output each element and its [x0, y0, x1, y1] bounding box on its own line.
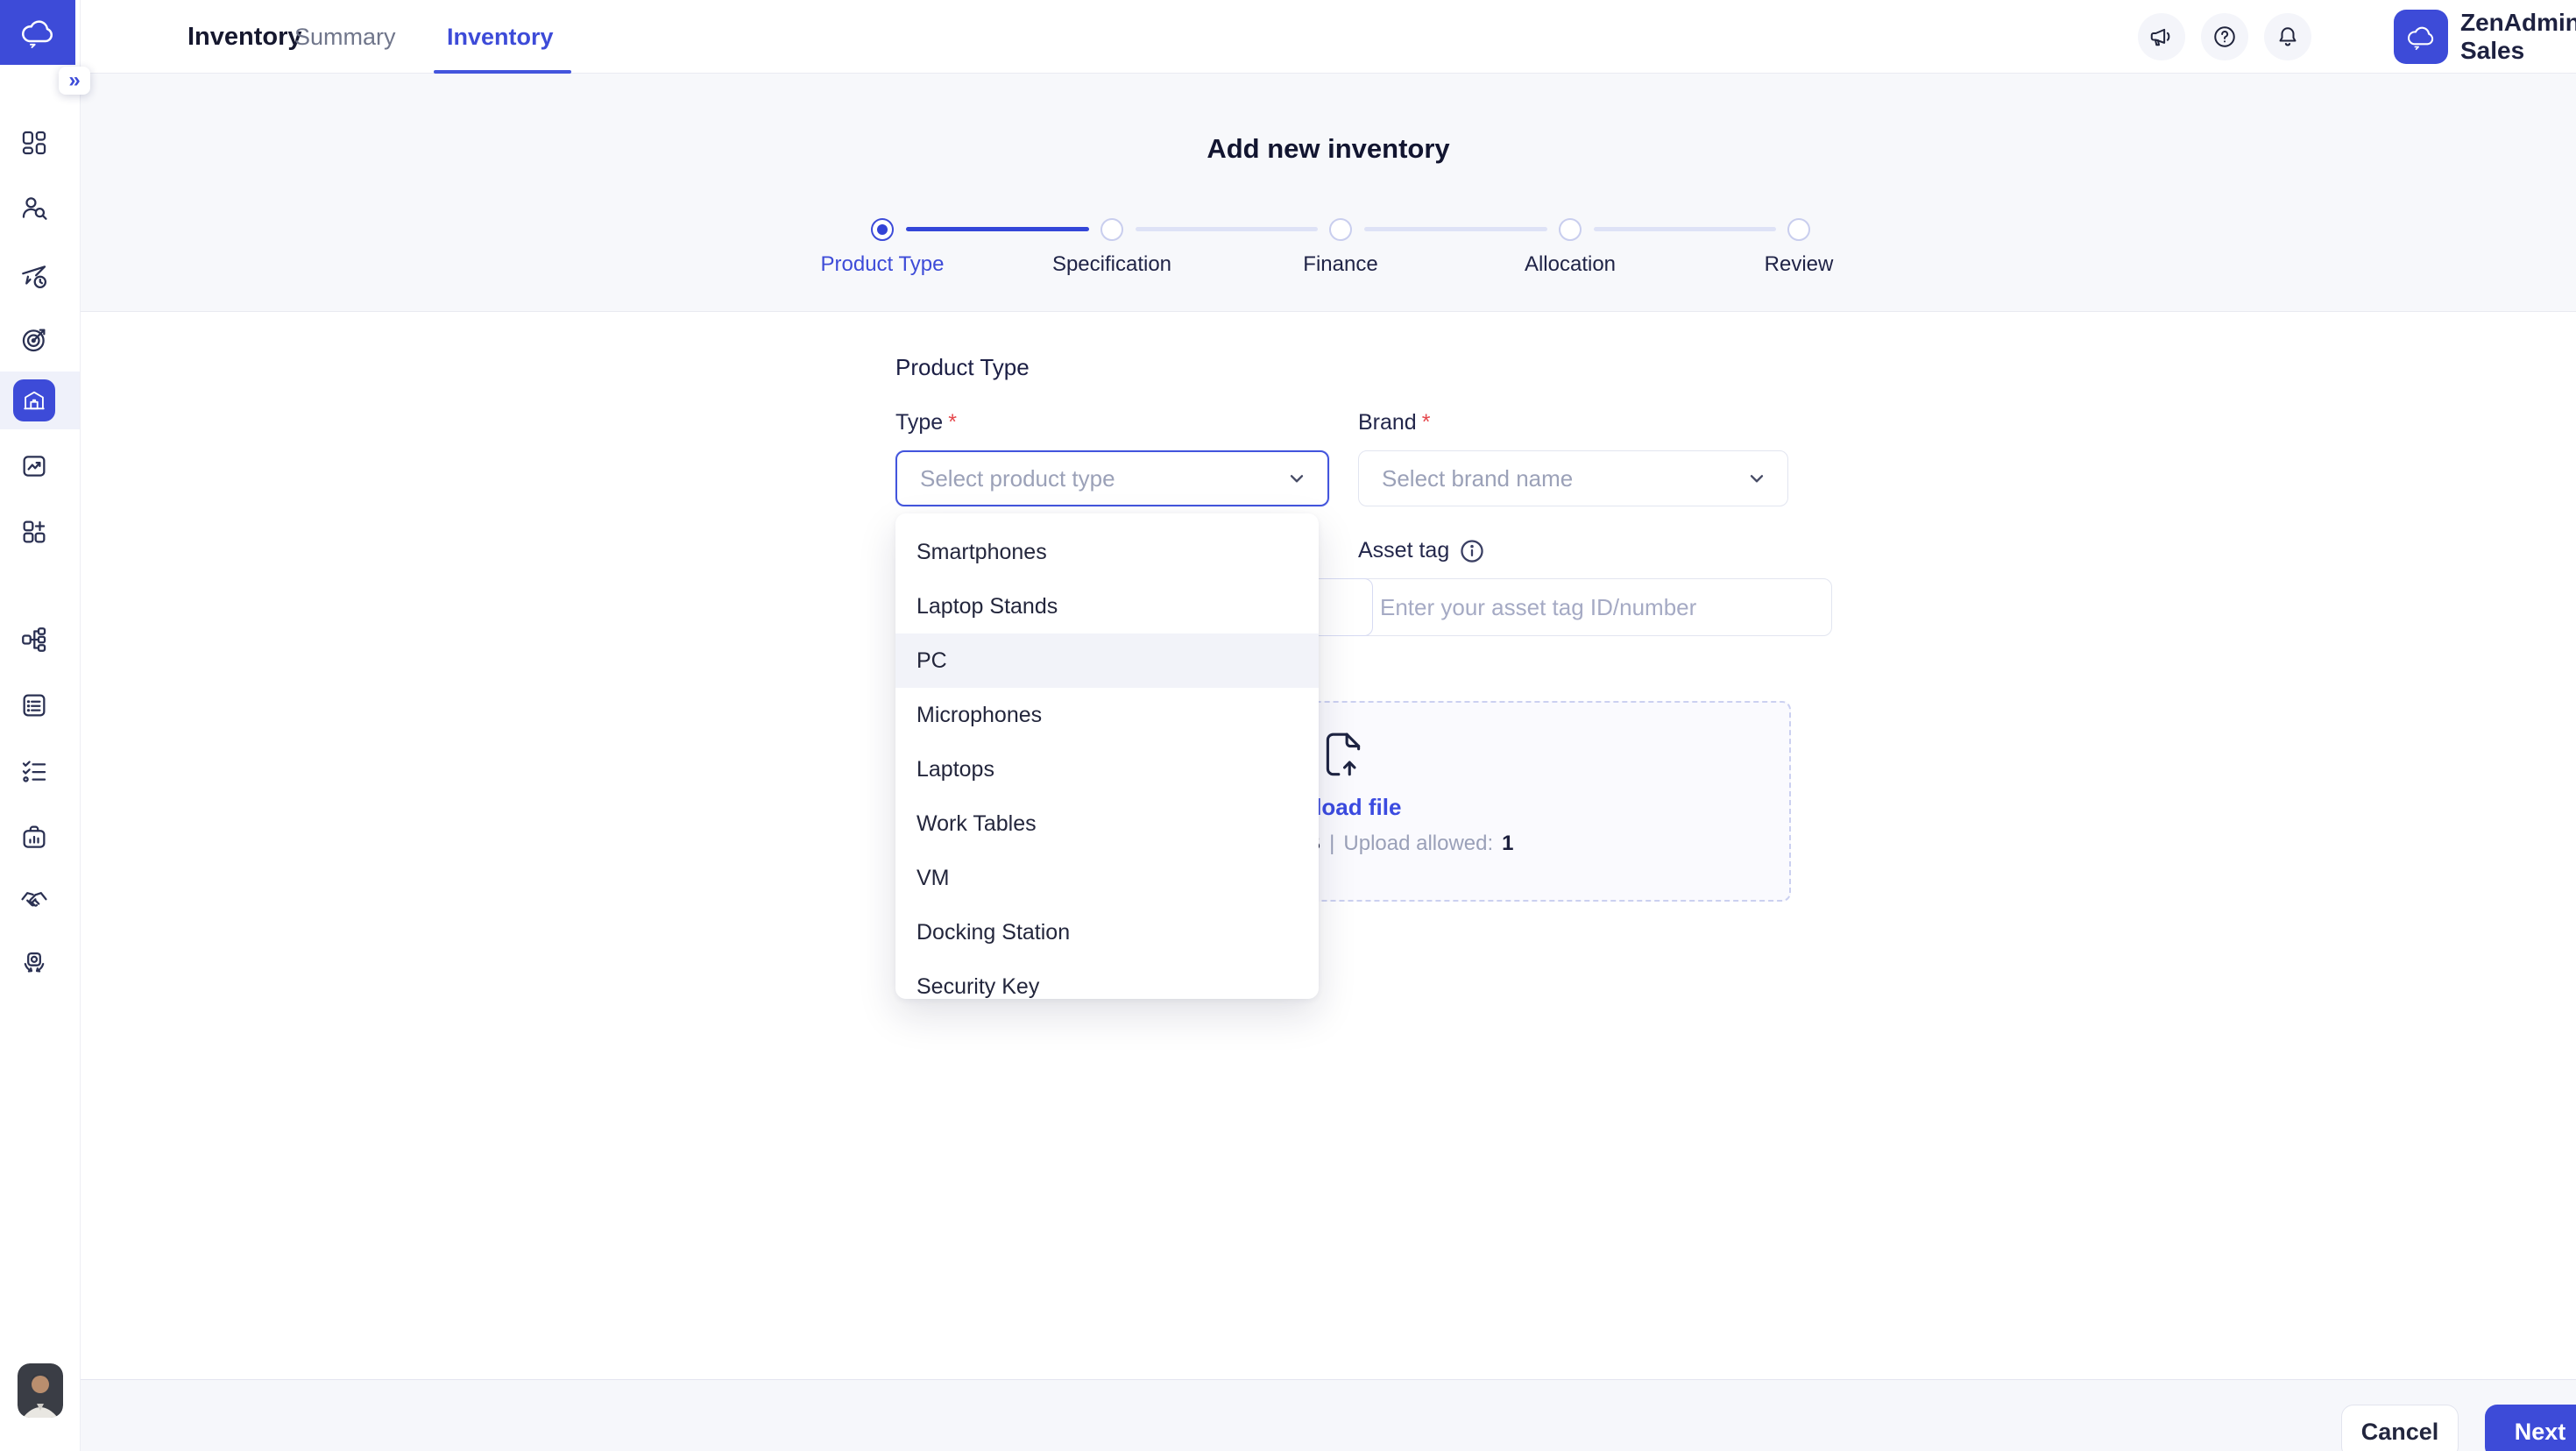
forms-list-icon [23, 694, 46, 717]
step-label-review: Review [1764, 252, 1834, 276]
tab-inventory[interactable]: Inventory [447, 0, 554, 74]
step-circle-review[interactable] [1787, 218, 1810, 241]
footer-bar: Cancel Next [81, 1379, 2576, 1451]
help-icon[interactable] [2201, 13, 2248, 60]
topbar: Inventory Summary Inventory [81, 0, 2576, 74]
sidebar-item-asset-activity[interactable] [17, 449, 52, 484]
megaphone-icon[interactable] [2138, 13, 2185, 60]
sidebar-item-partnerships[interactable] [17, 882, 52, 917]
chevrons-right-icon: » [68, 68, 81, 92]
reports-briefcase-icon [23, 825, 46, 848]
type-select[interactable]: Select product type [895, 450, 1329, 506]
account-logo[interactable] [2394, 10, 2448, 64]
step-label-finance: Finance [1303, 252, 1378, 276]
dropdown-option-vm[interactable]: VM [916, 865, 950, 890]
goals-target-icon [22, 329, 46, 352]
sidebar-item-dispatch[interactable] [17, 258, 52, 294]
asset-tag-input[interactable] [1358, 578, 1832, 636]
cloud-logo-icon [2408, 26, 2434, 50]
cancel-button[interactable]: Cancel [2341, 1405, 2459, 1451]
sidebar-item-automation[interactable] [17, 945, 52, 980]
notifications-icon[interactable] [2264, 13, 2311, 60]
sidebar-item-apps[interactable] [17, 514, 52, 549]
account-name[interactable]: ZenAdmin Sales [2460, 9, 2576, 64]
dropdown-option-docking-station[interactable]: Docking Station [916, 919, 1071, 945]
wizard-header-band [81, 74, 2576, 312]
active-tab-underline [434, 70, 571, 74]
step-active-dot [877, 224, 888, 235]
sidebar [0, 0, 81, 1451]
step-connector-3 [1364, 227, 1547, 231]
tab-summary[interactable]: Summary [294, 0, 396, 74]
automation-gear-icon [24, 952, 45, 973]
cloud-logo-icon [22, 20, 53, 48]
chevron-down-icon [1750, 475, 1764, 483]
inventory-warehouse-icon [24, 391, 45, 410]
user-avatar[interactable] [18, 1363, 63, 1418]
chevron-down-icon [1290, 475, 1304, 483]
workflow-icon [22, 627, 46, 652]
step-circle-product-type[interactable] [871, 218, 894, 241]
sidebar-item-goals[interactable] [17, 322, 52, 357]
upload-allowed-value: 1 [1502, 832, 1514, 855]
page-title: Inventory [188, 22, 302, 51]
type-dropdown-menu: Smartphones Laptop Stands PC Microphones… [895, 513, 1319, 999]
dropdown-option-laptop-stands[interactable]: Laptop Stands [916, 593, 1058, 619]
type-field-label: Type * [895, 410, 957, 435]
upload-allowed-label: Upload allowed: [1343, 832, 1494, 855]
checklist-icon [22, 761, 46, 782]
asset-activity-icon [23, 456, 46, 477]
dashboard-icon [22, 131, 46, 155]
type-label-text: Type [895, 410, 944, 435]
step-connector-4 [1594, 227, 1776, 231]
form-section-title: Product Type [895, 354, 1030, 380]
next-button[interactable]: Next [2485, 1405, 2576, 1451]
dropdown-option-smartphones[interactable]: Smartphones [916, 539, 1047, 564]
brand-field-label: Brand * [1358, 410, 1430, 435]
wizard-title: Add new inventory [1207, 133, 1450, 164]
step-label-specification: Specification [1051, 252, 1172, 276]
asset-tag-input-wrap [1358, 578, 1832, 636]
brand-select[interactable]: Select brand name [1358, 450, 1788, 506]
sidebar-item-dashboard[interactable] [17, 125, 52, 160]
brand-select-placeholder: Select brand name [1382, 464, 1574, 492]
asset-tag-label-text: Asset tag [1358, 538, 1450, 563]
people-search-icon [22, 197, 47, 220]
sidebar-item-forms[interactable] [17, 688, 52, 723]
tab-inventory-label: Inventory [447, 23, 554, 50]
sidebar-item-workflows[interactable] [17, 622, 52, 657]
dropdown-option-work-tables[interactable]: Work Tables [916, 810, 1037, 836]
sidebar-item-reports[interactable] [17, 819, 52, 854]
brand-required-asterisk: * [1421, 410, 1431, 435]
step-circle-allocation[interactable] [1559, 218, 1582, 241]
dropdown-option-security-key[interactable]: Security Key [916, 973, 1040, 999]
file-upload-icon [1326, 733, 1361, 776]
step-connector-2 [1136, 227, 1318, 231]
step-label-allocation: Allocation [1524, 252, 1617, 276]
sidebar-item-inventory[interactable] [13, 379, 55, 421]
meta-divider: | [1329, 832, 1335, 855]
tab-summary-label: Summary [294, 23, 396, 50]
info-icon[interactable] [1460, 539, 1484, 563]
avatar-image [18, 1363, 63, 1418]
dispatch-clock-icon [22, 265, 47, 289]
type-required-asterisk: * [948, 410, 957, 435]
step-label-product-type: Product Type [820, 252, 945, 276]
step-circle-finance[interactable] [1329, 218, 1352, 241]
dropdown-option-microphones[interactable]: Microphones [916, 702, 1043, 727]
partnership-handshake-icon [21, 892, 47, 907]
sidebar-item-checklist[interactable] [17, 754, 52, 789]
app-logo[interactable] [0, 0, 75, 65]
sidebar-expand-button[interactable]: » [59, 67, 90, 95]
dropdown-option-pc[interactable]: PC [895, 633, 1319, 688]
step-connector-1 [906, 227, 1089, 231]
step-circle-specification[interactable] [1100, 218, 1123, 241]
dropdown-option-laptops[interactable]: Laptops [916, 756, 994, 782]
apps-add-icon [23, 520, 46, 543]
type-select-placeholder: Select product type [920, 464, 1115, 492]
asset-tag-field-label: Asset tag [1358, 538, 1484, 563]
sidebar-item-people[interactable] [17, 190, 52, 225]
brand-label-text: Brand [1358, 410, 1417, 435]
